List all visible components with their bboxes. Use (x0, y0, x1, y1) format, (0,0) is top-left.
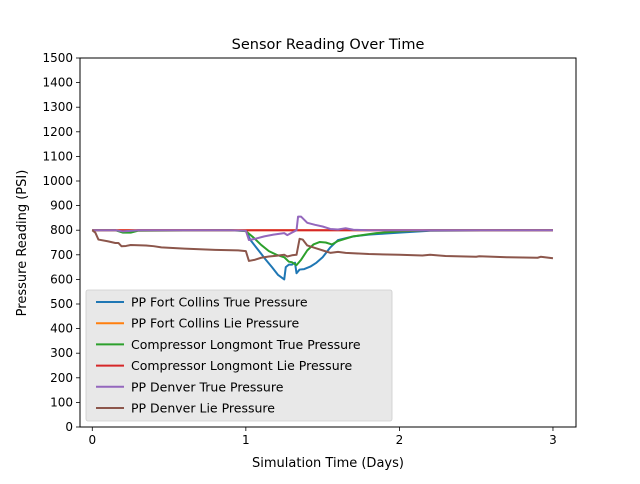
legend-label-0: PP Fort Collins True Pressure (131, 295, 308, 310)
y-tick-label: 1100 (42, 149, 73, 163)
y-tick-label: 1200 (42, 125, 73, 139)
y-tick-label: 400 (50, 322, 73, 336)
y-tick-label: 0 (65, 420, 73, 434)
y-tick-label: 1300 (42, 100, 73, 114)
y-tick-label: 600 (50, 272, 73, 286)
legend-label-5: PP Denver Lie Pressure (131, 401, 275, 416)
y-tick-label: 100 (50, 395, 73, 409)
x-tick-label: 1 (242, 433, 250, 447)
legend-label-2: Compressor Longmont True Pressure (131, 337, 361, 352)
series-line-5 (91, 229, 554, 262)
axes-frame (79, 57, 577, 428)
legend-label-3: Compressor Longmont Lie Pressure (131, 358, 352, 373)
x-tick-label: 0 (88, 433, 96, 447)
x-tick-label: 3 (549, 433, 557, 447)
y-tick-label: 900 (50, 199, 73, 213)
y-tick-label: 1500 (42, 51, 73, 65)
x-tick-label: 2 (396, 433, 404, 447)
legend-label-1: PP Fort Collins Lie Pressure (131, 316, 299, 331)
series-line-4 (92, 215, 553, 242)
y-tick-label: 1400 (42, 76, 73, 90)
y-tick-label: 700 (50, 248, 73, 262)
y-tick-label: 300 (50, 346, 73, 360)
y-tick-label: 500 (50, 297, 73, 311)
y-tick-label: 200 (50, 371, 73, 385)
legend: PP Fort Collins True Pressure PP Fort Col… (85, 289, 393, 422)
y-tick-label: 1000 (42, 174, 73, 188)
plot-area (91, 215, 554, 281)
axis-ticks: 0 1 2 3 0 100 200 300 400 500 600 700 800 900 1000 1100… (42, 51, 556, 447)
x-axis-label: Simulation Time (Days) (252, 456, 404, 471)
y-tick-label: 800 (50, 223, 73, 237)
legend-label-4: PP Denver True Pressure (131, 379, 284, 394)
chart-title: Sensor Reading Over Time (232, 37, 425, 53)
y-axis-label: Pressure Reading (PSI) (15, 170, 30, 317)
legend-box (85, 289, 393, 422)
